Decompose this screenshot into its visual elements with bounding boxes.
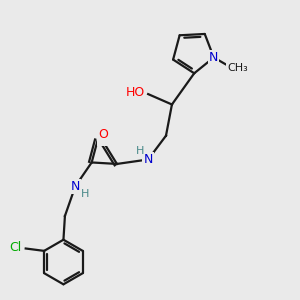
Text: HO: HO — [126, 86, 145, 99]
Text: N: N — [70, 180, 80, 193]
Text: N: N — [143, 153, 153, 166]
Text: H: H — [81, 189, 89, 199]
Text: O: O — [98, 128, 108, 141]
Text: CH₃: CH₃ — [227, 63, 248, 73]
Text: N: N — [209, 51, 218, 64]
Text: O: O — [98, 132, 108, 145]
Text: H: H — [136, 146, 144, 156]
Text: Cl: Cl — [9, 242, 21, 254]
